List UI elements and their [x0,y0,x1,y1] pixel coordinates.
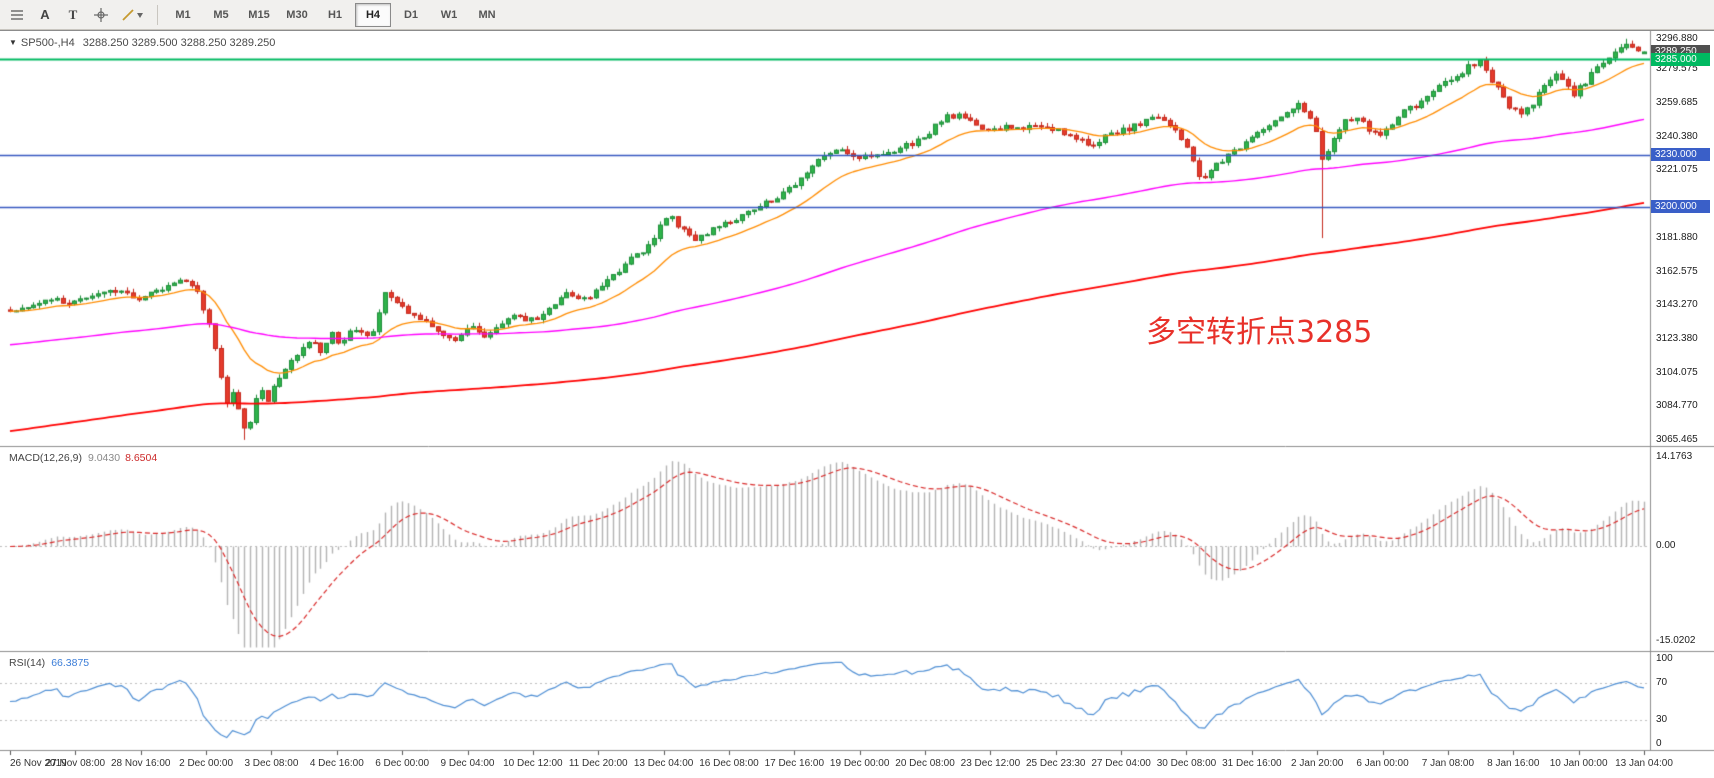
macd-axis-label: -15.0202 [1656,635,1696,647]
date-axis-label: 20 Dec 08:00 [895,758,955,769]
date-axis-label: 2 Jan 20:00 [1291,758,1344,769]
date-axis-label: 31 Dec 16:00 [1222,758,1282,769]
price-axis-label: 3181.880 [1656,232,1698,244]
macd-indicator-label: MACD(12,26,9) 9.0430 8.6504 [9,452,157,464]
chart-annotation-text[interactable]: 多空转折点3285 [1146,314,1373,350]
date-axis-label: 17 Dec 16:00 [764,758,825,769]
timeframe-toolbar: M1 M5 M15 M30 H1 H4 D1 W1 MN [164,2,506,27]
price-axis-label: 3084.770 [1656,400,1698,412]
symbol-timeframe-label: SP500-,H4 [20,37,75,49]
date-axis-label: 4 Dec 16:00 [309,758,364,769]
text-label-tool-button[interactable]: A [40,7,50,22]
date-axis-label: 13 Dec 04:00 [633,758,694,769]
chart-title: ▼ SP500-,H4 3288.250 3289.500 3288.250 328… [9,37,275,49]
date-axis-label: 6 Jan 00:00 [1356,758,1409,769]
rsi-axis-label: 30 [1656,714,1668,726]
timeframe-button-h4[interactable]: H4 [355,2,391,27]
macd-name: MACD(12,26,9) [9,452,82,464]
price-axis-label: 3104.075 [1656,366,1698,378]
ohlc-readout: 3288.250 3289.500 3288.250 3289.250 [82,37,276,49]
menu-icon[interactable] [4,2,30,28]
date-axis-label: 26 Nov 2019 [10,758,67,769]
date-axis-label: 10 Dec 12:00 [503,758,563,769]
draw-tools-dropdown[interactable] [116,2,150,28]
price-tag[interactable]: 3230.000 [1651,148,1710,162]
chart-window: ▼ SP500-,H4 3288.250 3289.500 3288.250 328… [0,30,1714,778]
price-axis-label: 3065.465 [1656,433,1698,445]
price-axis-label: 3296.880 [1656,32,1698,44]
price-axis-label: 3240.380 [1656,130,1698,142]
timeframe-button-w1[interactable]: W1 [440,8,458,21]
timeframe-button-h1[interactable]: H1 [327,8,343,21]
main-toolbar: A T M1 M5 M15 M30 H1 H4 D1 W1 MN [0,0,1714,30]
timeframe-button-m30[interactable]: M30 [286,8,308,21]
chart-canvas[interactable] [0,31,1714,778]
price-axis-label: 3279.575 [1656,62,1698,74]
timeframe-button-m1[interactable]: M1 [175,8,191,21]
date-axis-label: 10 Jan 00:00 [1549,758,1608,769]
price-tag[interactable]: 3200.000 [1651,200,1710,214]
date-axis-label: 3 Dec 08:00 [244,758,299,769]
timeframe-button-d1[interactable]: D1 [403,8,419,21]
rsi-axis-label: 100 [1656,653,1673,664]
price-axis-label: 3162.575 [1656,265,1698,277]
date-axis-label: 19 Dec 00:00 [829,758,890,769]
macd-axis-label: 0.00 [1656,540,1676,552]
rsi-indicator-label: RSI(14) 66.3875 [9,657,89,669]
date-axis-label: 27 Dec 04:00 [1091,758,1151,769]
collapse-icon[interactable]: ▼ [9,38,17,47]
date-axis-label: 8 Jan 16:00 [1487,758,1540,769]
date-axis-label: 25 Dec 23:30 [1026,758,1086,769]
price-axis-label: 3123.380 [1656,333,1698,345]
timeframe-button-m5[interactable]: M5 [213,8,229,21]
macd-signal-value: 8.6504 [125,452,158,464]
rsi-value: 66.3875 [51,657,90,669]
date-axis-label: 7 Jan 08:00 [1421,758,1475,769]
date-axis-label: 16 Dec 08:00 [699,758,759,769]
rsi-axis-label: 0 [1656,738,1662,749]
rsi-axis-label: 70 [1656,676,1668,688]
macd-axis-label: 14.1763 [1656,450,1693,462]
date-axis-label: 6 Dec 00:00 [375,758,430,769]
text-tool-button[interactable]: T [68,6,78,22]
rsi-name: RSI(14) [9,657,46,669]
price-axis-label: 3143.270 [1656,299,1698,310]
date-axis-label: 13 Jan 04:00 [1615,758,1673,769]
date-axis-label: 27 Nov 08:00 [45,758,106,769]
date-axis-label: 9 Dec 04:00 [440,758,495,769]
timeframe-button-m15[interactable]: M15 [248,8,270,21]
toolbar-separator [157,4,158,25]
price-axis-label: 3221.075 [1656,164,1698,176]
timeframe-button-mn[interactable]: MN [478,8,496,21]
date-axis-label: 23 Dec 12:00 [960,758,1021,769]
date-axis-label: 30 Dec 08:00 [1156,758,1217,769]
crosshair-icon[interactable] [88,2,114,28]
price-tag[interactable]: 3285.000 [1651,52,1710,66]
macd-main-value: 9.0430 [87,452,121,464]
date-axis-label: 28 Nov 16:00 [110,758,171,769]
price-axis-label: 3259.685 [1656,97,1698,109]
date-axis-label: 2 Dec 00:00 [179,758,234,769]
date-axis-label: 11 Dec 20:00 [568,758,628,769]
